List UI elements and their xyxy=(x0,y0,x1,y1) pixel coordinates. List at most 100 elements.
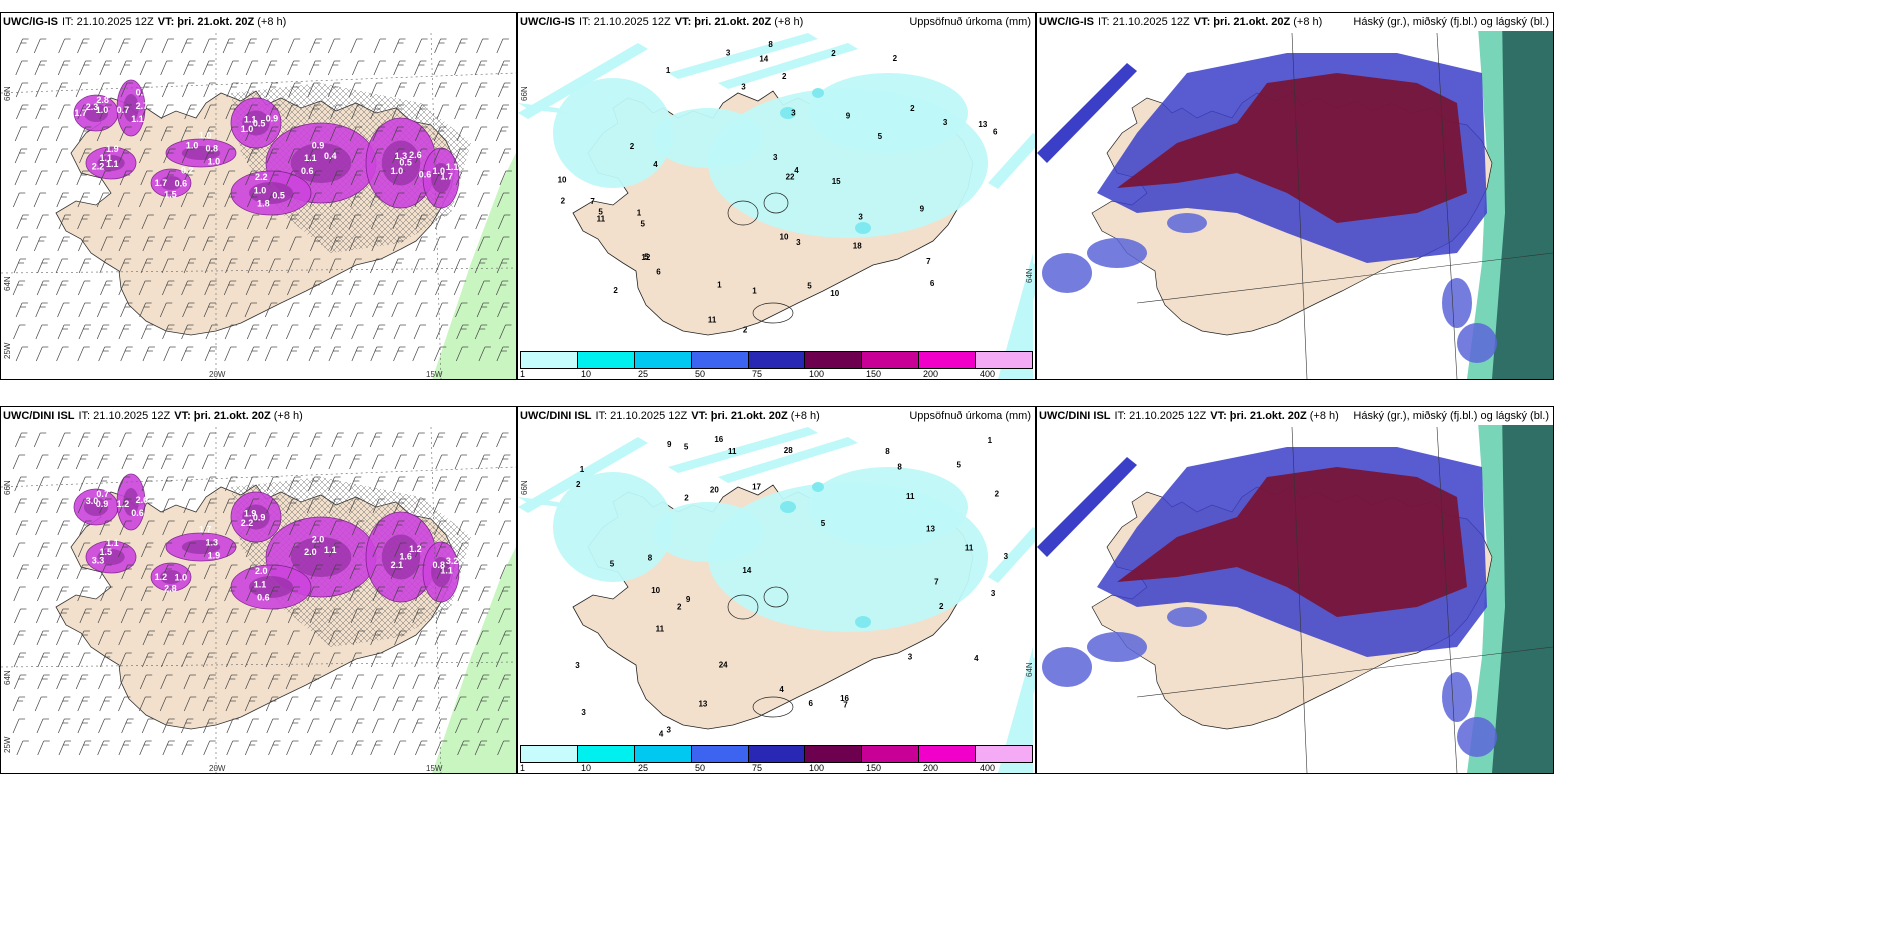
wind-barb xyxy=(118,674,131,690)
wind-barb xyxy=(433,236,446,252)
wind-barb xyxy=(76,564,89,580)
latitude-line xyxy=(1136,646,1553,698)
wind-barb xyxy=(497,740,510,756)
axis-label: 64N xyxy=(3,276,12,291)
precip-core xyxy=(123,94,139,122)
accum-value-label: 5 xyxy=(640,219,645,228)
colorbar-swatch xyxy=(976,746,1033,762)
wind-barb xyxy=(56,564,70,580)
accum-value-label: 13 xyxy=(698,700,707,709)
wind-barb xyxy=(201,454,215,470)
wind-barb xyxy=(433,60,446,76)
accum-value-label: 14 xyxy=(759,54,768,63)
precip-value-label: 1.7 xyxy=(155,178,168,188)
wind-barb xyxy=(414,520,428,536)
wind-barb xyxy=(372,498,385,514)
panel-header: UWC/IG-IS IT: 21.10.2025 12Z VT: þri. 21.ok… xyxy=(1037,13,1553,31)
wind-barb xyxy=(37,674,50,690)
wind-barb xyxy=(97,454,110,470)
precip-value-label: 3.2 xyxy=(446,556,459,566)
accum-value-label: 8 xyxy=(768,40,773,49)
wind-barb xyxy=(286,346,299,362)
lead-time: (+8 h) xyxy=(1293,16,1323,28)
wind-barb xyxy=(119,60,133,76)
wind-barb xyxy=(497,696,511,712)
precip-value-label: 1.0 xyxy=(254,185,267,195)
wind-barb xyxy=(265,696,279,712)
wind-barb xyxy=(224,454,238,470)
wind-barb xyxy=(77,542,91,558)
wind-barb xyxy=(478,346,491,362)
wind-barb xyxy=(434,476,448,492)
wind-barb xyxy=(99,696,112,712)
wind-barb xyxy=(119,126,132,142)
wind-barb xyxy=(141,542,154,558)
wind-barb xyxy=(264,302,278,318)
wind-barb xyxy=(162,520,175,536)
wind-barb xyxy=(266,214,279,230)
accum-value-label: 3 xyxy=(991,589,996,598)
precip-streak xyxy=(668,427,818,473)
wind-barb xyxy=(204,346,217,362)
wind-barb xyxy=(37,740,50,756)
map-panel-precip-wind-dini: 0.9 1.2 1.1 1.9 1.9 1.1 2.1 2.0 1.1 1.2 0.7 0.6 1.5 1… xyxy=(0,406,517,774)
panel-header: UWC/DINI ISL IT: 21.10.2025 12Z VT: þri. 21… xyxy=(1037,407,1553,425)
accum-value-label: 2 xyxy=(576,480,581,489)
wind-barb xyxy=(96,192,110,208)
wind-barb xyxy=(58,104,71,120)
wind-barb xyxy=(183,258,197,274)
wind-barb xyxy=(476,696,489,712)
accum-value-label: 2 xyxy=(782,72,787,81)
wind-barb xyxy=(351,740,364,756)
model-name: UWC/DINI ISL xyxy=(520,410,592,422)
wind-barb xyxy=(75,82,89,98)
wind-barb xyxy=(161,38,174,54)
precip-core xyxy=(123,488,139,516)
low-cloud-area xyxy=(1042,253,1092,293)
accum-value-label: 2 xyxy=(910,104,915,113)
wind-barb xyxy=(15,520,29,536)
wind-barb xyxy=(328,38,341,54)
wind-barb xyxy=(498,148,512,164)
cloud-cover-map xyxy=(1037,13,1553,379)
wind-barb xyxy=(435,542,449,558)
accum-precip-map: 2833446531110920242811135791614171383325… xyxy=(518,427,1035,773)
wind-barb xyxy=(162,498,175,514)
wind-barb xyxy=(159,192,173,208)
precip-core xyxy=(381,140,421,186)
colorbar-labels: 1 10 25 50 75 100 150 200 400 xyxy=(520,763,1033,773)
cloud-streak xyxy=(1037,63,1137,163)
wind-barb xyxy=(57,60,71,76)
wind-barb xyxy=(434,82,447,98)
wind-barb xyxy=(36,498,49,514)
accum-value-label: 10 xyxy=(830,289,839,298)
wind-precip-map: 0.9 1.21.11.91.91.12.12.0 1.11.20.70.61.51… xyxy=(1,426,516,773)
colorbar-tick-label: 25 xyxy=(638,763,649,773)
wind-barb xyxy=(184,214,197,230)
wind-barb xyxy=(453,148,467,164)
wind-barb xyxy=(434,126,447,142)
wind-barb xyxy=(244,740,258,756)
colorbar-tick-label: 100 xyxy=(809,369,825,379)
wind-barb xyxy=(13,652,27,668)
wind-barb xyxy=(120,608,134,624)
accum-value-label: 5 xyxy=(807,282,812,291)
wind-barb xyxy=(202,236,215,252)
wind-barb xyxy=(77,214,90,230)
wind-barb xyxy=(373,696,386,712)
axis-label: 66N xyxy=(3,480,12,495)
wind-barb xyxy=(371,454,385,470)
wind-barb xyxy=(327,60,341,76)
precip-streak xyxy=(668,33,818,79)
wind-barb xyxy=(203,148,217,164)
accum-value-label: 7 xyxy=(590,197,595,206)
wind-barb xyxy=(78,280,91,296)
longitude-line xyxy=(1291,32,1308,379)
wind-barb xyxy=(98,630,111,646)
accum-value-label: 14 xyxy=(742,566,751,575)
wind-barb xyxy=(393,60,406,76)
wind-barb xyxy=(14,170,27,186)
colorbar-tick-label: 200 xyxy=(923,763,939,773)
wind-barb xyxy=(310,236,323,252)
accum-value-label: 6 xyxy=(930,279,935,288)
